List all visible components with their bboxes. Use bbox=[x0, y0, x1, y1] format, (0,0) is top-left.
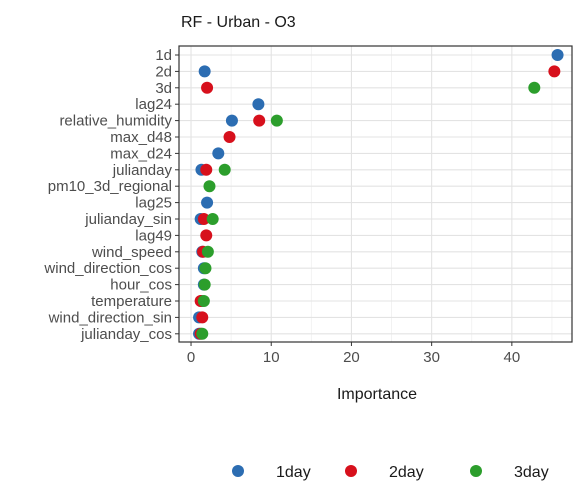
x-tick-label: 10 bbox=[263, 349, 280, 366]
point-3day bbox=[528, 81, 541, 94]
point-1day bbox=[252, 98, 265, 111]
point-3day bbox=[270, 114, 283, 127]
legend-key-3day bbox=[470, 465, 482, 477]
plot-panel bbox=[179, 46, 572, 342]
y-tick-label: wind_direction_sin bbox=[48, 309, 172, 326]
y-tick-label: julianday_sin bbox=[84, 211, 172, 228]
point-1day bbox=[225, 114, 238, 127]
point-3day bbox=[201, 245, 214, 258]
point-3day bbox=[197, 295, 210, 307]
plot-border bbox=[178, 45, 573, 343]
point-2day bbox=[197, 213, 210, 225]
x-tick-label: 0 bbox=[187, 349, 195, 366]
point-3day bbox=[199, 262, 212, 275]
point-2day bbox=[253, 114, 266, 127]
point-3day bbox=[218, 163, 231, 176]
y-tick-label: pm10_3d_regional bbox=[48, 178, 172, 195]
y-tick-label: relative_humidity bbox=[59, 113, 172, 130]
y-tick-label: lag49 bbox=[135, 227, 172, 244]
legend-label-1day: 1day bbox=[276, 464, 311, 481]
y-tick-label: julianday_cos bbox=[80, 326, 172, 343]
x-tick-label: 40 bbox=[504, 349, 521, 366]
point-1day bbox=[201, 196, 214, 209]
y-tick-label: julianday bbox=[112, 162, 173, 179]
y-tick-label: hour_cos bbox=[110, 277, 172, 294]
point-1day bbox=[198, 65, 211, 78]
legend-label-2day: 2day bbox=[389, 464, 424, 481]
x-tick-label: 30 bbox=[423, 349, 440, 366]
legend-label-3day: 3day bbox=[514, 464, 549, 481]
y-tick-label: wind_direction_cos bbox=[43, 260, 172, 277]
point-3day bbox=[206, 213, 219, 225]
x-axis-label: Importance bbox=[337, 386, 417, 403]
point-2day bbox=[548, 65, 561, 78]
y-tick-label: temperature bbox=[91, 293, 172, 310]
y-tick-label: wind_speed bbox=[91, 244, 172, 261]
y-tick-label: 1d bbox=[155, 47, 172, 64]
point-2day bbox=[196, 311, 209, 324]
y-tick-label: lag24 bbox=[135, 96, 172, 113]
legend-key-2day bbox=[345, 465, 357, 477]
point-2day bbox=[200, 229, 213, 242]
point-1day bbox=[551, 49, 564, 61]
chart-title: RF - Urban - O3 bbox=[181, 14, 296, 31]
point-2day bbox=[223, 131, 236, 143]
x-tick-label: 20 bbox=[343, 349, 360, 366]
y-tick-label: max_d48 bbox=[110, 129, 172, 146]
point-3day bbox=[203, 180, 216, 193]
point-3day bbox=[198, 278, 211, 291]
y-tick-label: max_d24 bbox=[110, 145, 172, 162]
point-2day bbox=[201, 81, 214, 94]
legend-key-1day bbox=[232, 465, 244, 477]
y-tick-label: 2d bbox=[155, 63, 172, 80]
point-3day bbox=[196, 327, 209, 340]
point-1day bbox=[212, 147, 225, 160]
point-2day bbox=[200, 163, 213, 176]
y-tick-label: 3d bbox=[155, 80, 172, 97]
y-tick-label: lag25 bbox=[135, 195, 172, 212]
